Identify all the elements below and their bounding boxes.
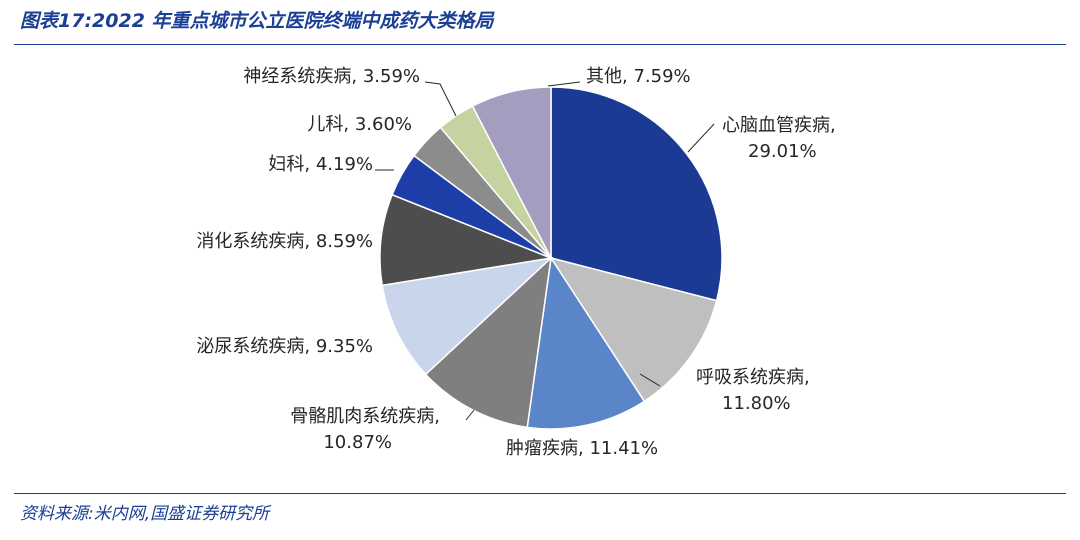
footer-divider	[14, 493, 1066, 494]
slice-label-5: 泌尿系统疾病, 9.35%	[196, 336, 373, 357]
leader-line-10	[547, 81, 581, 87]
slice-label-8: 儿科, 3.60%	[307, 114, 412, 135]
leader-lines	[375, 81, 715, 421]
data-labels: 心脑血管疾病, 29.01% 呼吸系统疾病, 11.80% 肿瘤疾病, 11.41% 骨骼…	[196, 66, 835, 459]
slice-label-10: 其他, 7.59%	[586, 66, 691, 87]
source-note: 资料来源:米内网,国盛证券研究所	[20, 504, 270, 524]
leader-line-9	[424, 81, 457, 117]
slice-label-9: 神经系统疾病, 3.59%	[243, 66, 420, 87]
leader-line-1	[687, 123, 715, 153]
pie-slice-6	[379, 193, 554, 287]
slice-label-6: 消化系统疾病, 8.59%	[196, 231, 373, 252]
slice-label-7: 妇科, 4.19%	[268, 154, 373, 175]
pie-slice-4	[424, 256, 553, 429]
pie-slice-1	[550, 86, 723, 302]
slice-label-1: 心脑血管疾病, 29.01%	[722, 115, 836, 162]
pie-slice-2	[549, 256, 718, 403]
slice-label-2: 呼吸系统疾病, 11.80%	[696, 367, 810, 414]
slice-label-3: 肿瘤疾病, 11.41%	[506, 438, 658, 459]
leader-line-2	[639, 373, 661, 387]
pie-slices	[379, 86, 723, 430]
chart-title: 图表17:2022 年重点城市公立医院终端中成药大类格局	[20, 10, 494, 32]
pie-slice-5	[381, 256, 554, 376]
title-divider	[14, 44, 1066, 45]
leader-line-4	[465, 409, 475, 421]
pie-slice-10	[471, 86, 552, 259]
slice-label-4: 骨骼肌肉系统疾病, 10.87%	[290, 406, 440, 453]
pie-slice-3	[526, 255, 646, 430]
